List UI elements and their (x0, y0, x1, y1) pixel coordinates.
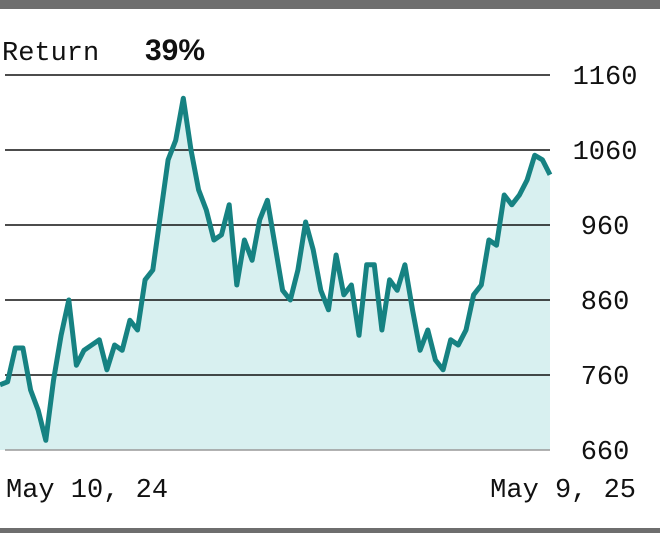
area (0, 98, 550, 451)
return-value: 39% (145, 34, 205, 67)
y-tick-label: 860 (581, 288, 630, 318)
chart-title: Return (2, 39, 99, 69)
y-tick-label: 660 (581, 438, 630, 468)
x-label-end: May 9, 25 (490, 476, 636, 506)
y-tick-label: 1060 (573, 138, 638, 168)
y-tick-label: 1160 (573, 63, 638, 93)
y-tick-label: 760 (581, 363, 630, 393)
y-tick-label: 960 (581, 213, 630, 243)
plot (0, 74, 553, 451)
top-border (0, 0, 660, 9)
bottom-border (0, 528, 660, 533)
x-label-start: May 10, 24 (6, 476, 168, 506)
line (0, 95, 553, 443)
